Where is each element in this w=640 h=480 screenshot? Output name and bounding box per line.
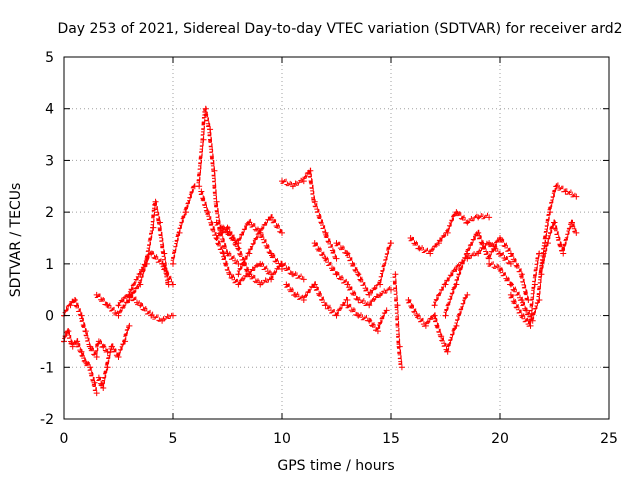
- chart-title: Day 253 of 2021, Sidereal Day-to-day VTE…: [57, 21, 622, 37]
- data-point: [300, 276, 307, 283]
- x-tick-label: 5: [169, 431, 178, 447]
- series-marker-trail: [536, 182, 576, 301]
- x-tick-label: 10: [273, 431, 291, 447]
- y-tick-label: -2: [40, 412, 54, 428]
- series-track-8: [196, 105, 242, 267]
- series-track-24: [507, 250, 543, 329]
- series-marker-trail: [280, 167, 337, 259]
- series-track-12: [235, 214, 285, 278]
- series-marker-trail: [406, 294, 468, 353]
- data-point: [398, 364, 405, 371]
- data-point: [93, 390, 100, 397]
- x-tick-label: 15: [382, 431, 400, 447]
- data-point: [486, 214, 493, 221]
- series-track-16: [333, 240, 394, 298]
- series-track-9: [198, 188, 275, 288]
- series-marker-trail: [538, 219, 577, 275]
- series-marker-trail: [284, 281, 347, 316]
- series-marker-trail: [96, 324, 130, 388]
- series-track-13: [279, 167, 340, 262]
- data-layer: [61, 105, 580, 397]
- data-point: [464, 219, 471, 226]
- series-track-25: [536, 182, 580, 304]
- series-track-18: [392, 271, 405, 371]
- series-track-10: [213, 218, 285, 273]
- series-track-5: [115, 291, 176, 324]
- series-track-22: [442, 229, 532, 319]
- series-marker-trail: [214, 218, 282, 268]
- y-tick-label: 2: [45, 205, 54, 221]
- y-tick-label: 5: [45, 50, 54, 66]
- series-track-3: [95, 322, 133, 391]
- x-tick-label: 20: [491, 431, 509, 447]
- y-tick-label: 4: [45, 102, 54, 118]
- y-axis-label: SDTVAR / TECUs: [8, 183, 24, 298]
- series-marker-trail: [170, 183, 195, 265]
- x-tick-label: 25: [600, 431, 618, 447]
- series-marker-trail: [312, 242, 391, 306]
- series-marker-trail: [61, 328, 97, 391]
- series-track-7: [170, 183, 198, 267]
- series-marker-trail: [392, 273, 403, 365]
- series-marker-trail: [432, 240, 511, 306]
- series-marker-trail: [236, 214, 282, 275]
- series-marker-trail: [127, 250, 173, 296]
- y-axis: -2 -1 0 1 2 3 4 5: [40, 50, 609, 428]
- data-point: [560, 250, 567, 257]
- y-tick-label: 3: [45, 153, 54, 169]
- series-track-14: [283, 281, 351, 319]
- series-track-6: [126, 250, 176, 298]
- series-marker-trail: [508, 251, 540, 327]
- series-track-23: [486, 260, 543, 324]
- x-tick-label: 0: [60, 431, 69, 447]
- series-marker-trail: [61, 297, 108, 358]
- series-track-15: [311, 240, 394, 309]
- data-point: [279, 266, 285, 273]
- series-track-19: [405, 291, 471, 355]
- series-track-11: [213, 224, 307, 288]
- y-tick-label: 0: [45, 309, 54, 325]
- series-track-26: [538, 219, 580, 278]
- series-marker-trail: [94, 200, 169, 316]
- data-point: [573, 193, 580, 200]
- y-tick-label: -1: [40, 360, 54, 376]
- series-marker-trail: [214, 225, 303, 286]
- data-point: [374, 328, 381, 335]
- series-track-17: [344, 302, 390, 335]
- series-marker-trail: [408, 210, 488, 254]
- x-axis-label: GPS time / hours: [277, 458, 394, 474]
- series-track-4: [93, 198, 172, 319]
- series-marker-trail: [487, 261, 540, 321]
- plot-frame: [63, 56, 610, 420]
- series-marker-trail: [443, 229, 529, 317]
- series-marker-trail: [334, 240, 392, 295]
- series-track-21: [431, 240, 514, 309]
- y-tick-label: 1: [45, 257, 54, 273]
- grid: [64, 57, 609, 419]
- data-point: [235, 260, 242, 267]
- data-point: [475, 214, 482, 221]
- series-track-1: [61, 328, 100, 397]
- data-point: [279, 229, 285, 236]
- series-marker-trail: [345, 303, 387, 331]
- data-point: [388, 286, 394, 293]
- series-track-20: [407, 209, 493, 257]
- series-marker-trail: [196, 106, 238, 264]
- series-marker-trail: [198, 191, 271, 285]
- x-axis: 0 5 10 15 20 25: [60, 57, 618, 447]
